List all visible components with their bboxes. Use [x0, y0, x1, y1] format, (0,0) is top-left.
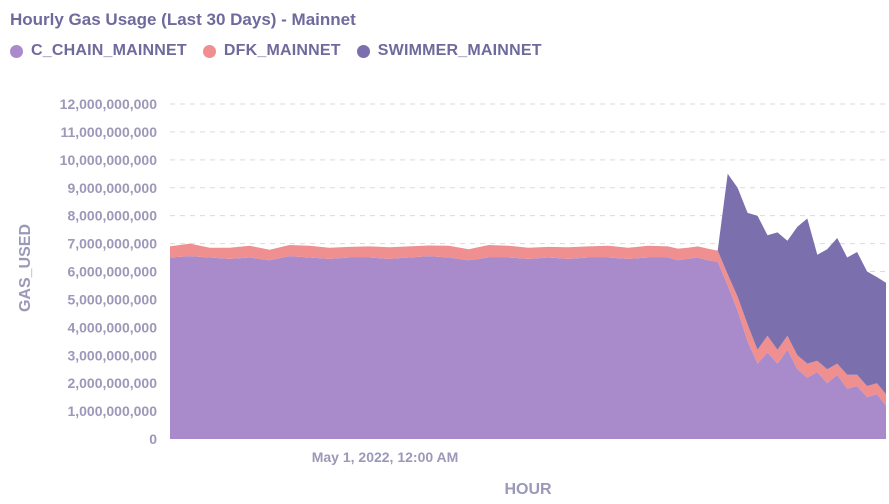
legend-item-swimmer[interactable]: SWIMMER_MAINNET — [356, 42, 542, 60]
y-tick-label: 0 — [149, 431, 157, 447]
legend-label-dfk: DFK_MAINNET — [223, 42, 341, 59]
area-series — [170, 173, 886, 439]
y-tick-label: 12,000,000,000 — [60, 96, 158, 112]
y-tick-label: 5,000,000,000 — [67, 291, 157, 307]
chart-title: Hourly Gas Usage (Last 30 Days) - Mainne… — [10, 10, 356, 29]
legend-dot-dfk — [202, 44, 216, 58]
legend-label-c-chain: C_CHAIN_MAINNET — [31, 42, 187, 59]
legend-dot-c-chain — [10, 44, 23, 58]
x-tick-label: May 1, 2022, 12:00 AM — [312, 449, 459, 465]
y-axis-ticks: 0 1,000,000,000 2,000,000,000 3,000,000,000… — [60, 96, 158, 447]
y-tick-label: 11,000,000,000 — [60, 124, 157, 140]
x-axis-ticks: May 1, 2022, 12:00 AM — [312, 449, 459, 465]
y-tick-label: 1,000,000,000 — [67, 403, 157, 419]
legend-item-dfk[interactable]: DFK_MAINNET — [202, 42, 341, 60]
legend-label-swimmer: SWIMMER_MAINNET — [377, 42, 542, 59]
y-tick-label: 2,000,000,000 — [67, 375, 157, 391]
x-axis-label: HOUR — [504, 481, 552, 498]
y-tick-label: 9,000,000,000 — [67, 180, 157, 196]
y-tick-label: 6,000,000,000 — [67, 264, 157, 280]
legend: C_CHAIN_MAINNET DFK_MAINNET SWIMMER_MAIN… — [10, 42, 558, 60]
y-tick-label: 7,000,000,000 — [67, 236, 157, 252]
y-tick-label: 10,000,000,000 — [60, 152, 158, 168]
y-tick-label: 3,000,000,000 — [67, 347, 157, 363]
y-axis-label: GAS_USED — [17, 224, 34, 312]
y-tick-label: 4,000,000,000 — [67, 319, 157, 335]
area-c-chain-mainnet[interactable] — [170, 256, 886, 439]
area-dfk-mainnet[interactable] — [170, 243, 886, 406]
y-tick-label: 8,000,000,000 — [67, 208, 157, 224]
legend-dot-swimmer — [356, 44, 370, 58]
legend-item-c-chain[interactable]: C_CHAIN_MAINNET — [10, 42, 187, 60]
area-swimmer-mainnet[interactable] — [170, 173, 886, 395]
